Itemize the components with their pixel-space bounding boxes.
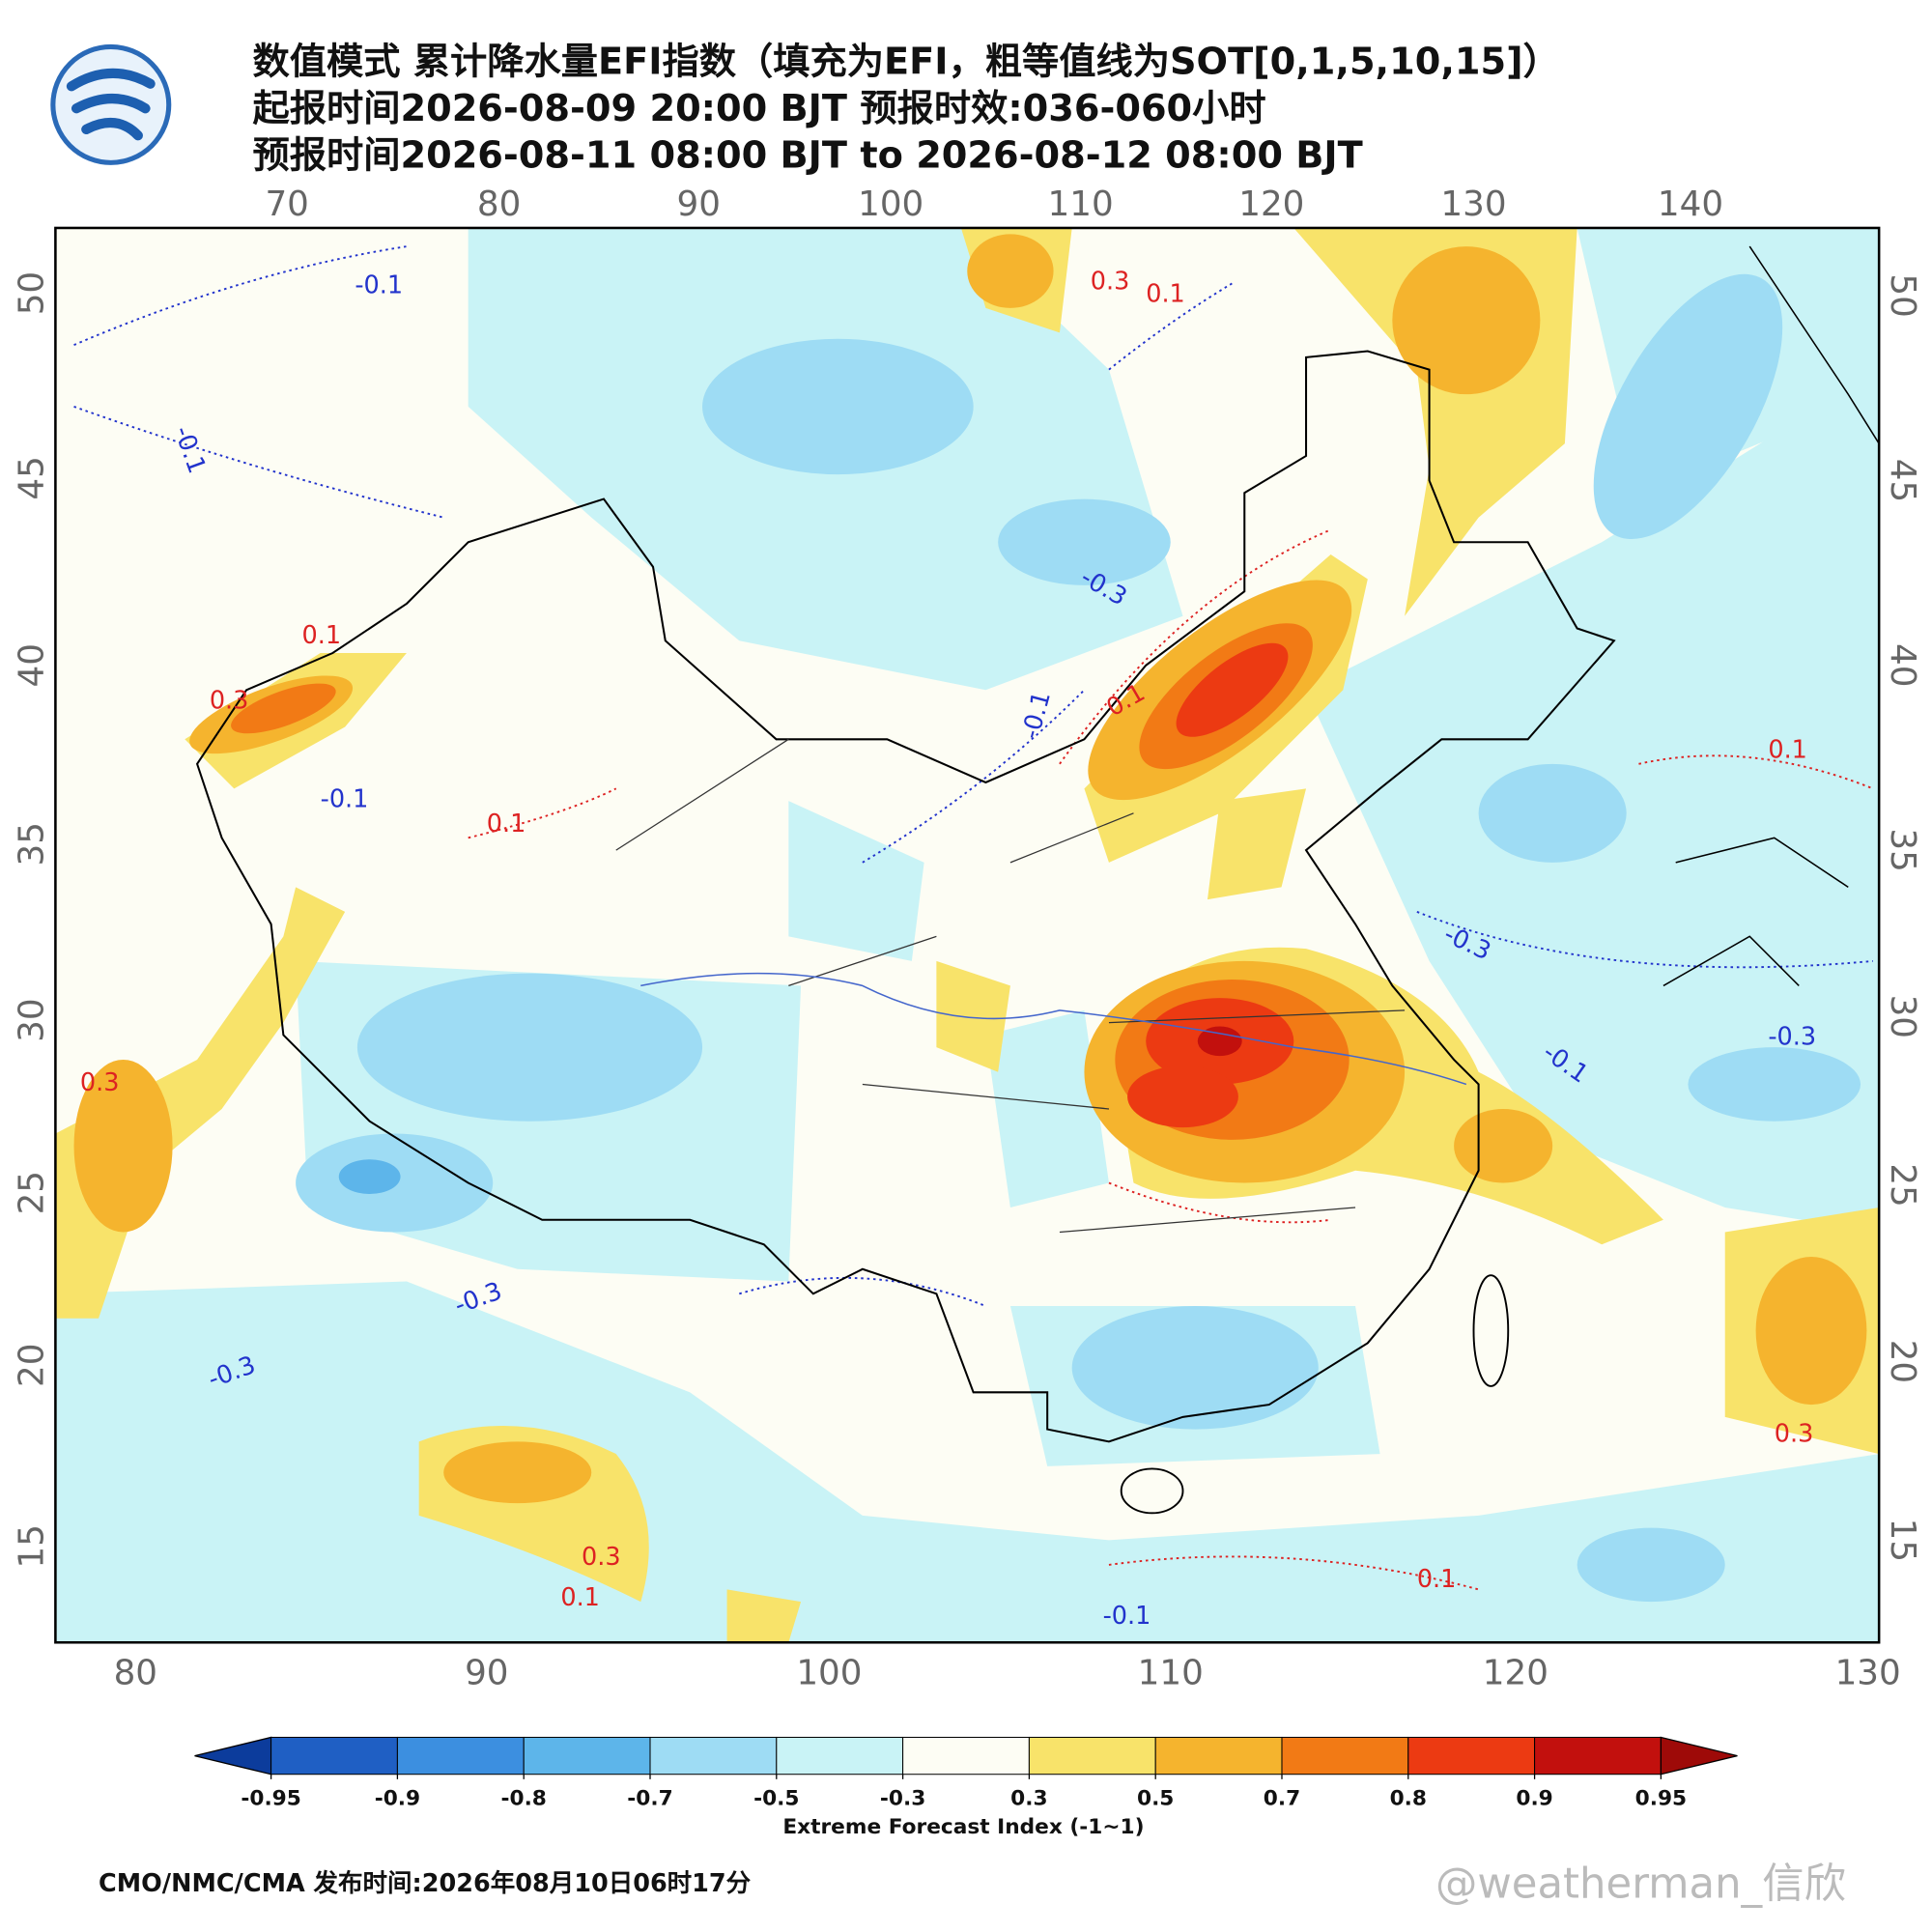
contour-label: 0.3: [210, 686, 249, 715]
colorbar-box: [1534, 1736, 1662, 1776]
lat-tick-label: 50: [1883, 273, 1922, 317]
colorbar-box: [1407, 1736, 1536, 1776]
title-line: 预报时间2026-08-11 08:00 BJT to 2026-08-12 0…: [252, 133, 1362, 177]
title-line: 起报时间2026-08-09 20:00 BJT 预报时效:036-060小时: [252, 87, 1265, 130]
contour-label: 0.3: [1091, 268, 1130, 297]
contour-label: 0.1: [1768, 735, 1807, 764]
lon-tick-label: 80: [477, 185, 521, 224]
lon-tick-label: 80: [114, 1654, 157, 1693]
contour-label: 0.3: [80, 1068, 120, 1097]
lat-tick-label: 25: [13, 1171, 52, 1214]
contour-label: -0.1: [355, 271, 403, 300]
contour-label: 0.1: [302, 621, 342, 650]
lon-tick-label: 70: [265, 185, 308, 224]
colorbar-label: -0.7: [627, 1787, 672, 1811]
colorbar-label: -0.5: [753, 1787, 799, 1811]
logo: [50, 43, 172, 165]
map-field: [55, 227, 1880, 1643]
colorbar-label: 0.5: [1137, 1787, 1174, 1811]
lat-tick-label: 40: [13, 643, 52, 687]
lon-tick-label: 90: [676, 185, 720, 224]
lat-tick-label: 20: [1883, 1340, 1922, 1383]
lon-tick-label: 140: [1658, 185, 1723, 224]
colorbar-arrow: [194, 1736, 272, 1776]
lon-tick-label: 120: [1483, 1654, 1548, 1693]
colorbar-label: 0.95: [1635, 1787, 1687, 1811]
contour-label: 0.3: [1775, 1419, 1814, 1448]
title-line: 数值模式 累计降水量EFI指数（填充为EFI，粗等值线为SOT[0,1,5,10…: [252, 41, 1559, 84]
colorbar-box: [396, 1736, 525, 1776]
contour-label: 0.1: [560, 1583, 600, 1612]
colorbar-box: [902, 1736, 1030, 1776]
lat-tick-label: 35: [13, 822, 52, 866]
colorbar-label: -0.3: [880, 1787, 925, 1811]
lat-tick-label: 20: [13, 1344, 52, 1387]
lon-tick-label: 120: [1238, 185, 1304, 224]
contour-label: -0.1: [1103, 1602, 1151, 1631]
colorbar-label: -0.8: [501, 1787, 547, 1811]
lon-tick-label: 100: [858, 185, 923, 224]
lat-tick-label: 15: [13, 1524, 52, 1568]
colorbar: -0.95 -0.9 -0.8 -0.7 -0.5 -0.3 0.3 0.5 0.7 0.8 0.9…: [194, 1736, 1738, 1811]
lat-tick-label: 50: [13, 271, 52, 315]
lon-tick-label: 110: [1138, 1654, 1204, 1693]
colorbar-label: 0.7: [1264, 1787, 1300, 1811]
colorbar-box: [1028, 1736, 1156, 1776]
colorbar-arrow: [1660, 1736, 1738, 1776]
contour-label: 0.1: [487, 810, 526, 838]
map-frame: [54, 226, 1881, 1644]
lat-tick-label: 35: [1883, 828, 1922, 871]
title-block: 数值模式 累计降水量EFI指数（填充为EFI，粗等值线为SOT[0,1,5,10…: [252, 41, 1559, 178]
colorbar-box: [649, 1736, 778, 1776]
colorbar-label: 0.3: [1010, 1787, 1047, 1811]
colorbar-box: [523, 1736, 651, 1776]
contour-label: -0.1: [321, 784, 369, 813]
lat-tick-label: 25: [1883, 1163, 1922, 1207]
colorbar-title: Extreme Forecast Index (-1~1): [782, 1815, 1144, 1839]
contour-label: 0.1: [1146, 279, 1185, 308]
lat-tick-label: 30: [13, 998, 52, 1041]
lon-tick-label: 110: [1048, 185, 1114, 224]
contour-label: -0.3: [1768, 1023, 1816, 1052]
lon-tick-label: 130: [1440, 185, 1506, 224]
footer-credit: CMO/NMC/CMA 发布时间:2026年08月10日06时17分: [99, 1869, 752, 1898]
lat-tick-label: 45: [13, 456, 52, 499]
colorbar-box: [1154, 1736, 1283, 1776]
colorbar-box: [776, 1736, 904, 1776]
colorbar-label: 0.9: [1516, 1787, 1552, 1811]
lat-tick-label: 45: [1883, 459, 1922, 502]
watermark: @weatherman_信欣: [1435, 1860, 1846, 1908]
colorbar-box: [1281, 1736, 1409, 1776]
colorbar-label: -0.9: [375, 1787, 420, 1811]
lon-tick-label: 90: [465, 1654, 508, 1693]
lon-tick-label: 100: [796, 1654, 862, 1693]
contour-label: 0.3: [582, 1543, 621, 1572]
lat-tick-label: 30: [1883, 995, 1922, 1038]
colorbar-box: [270, 1736, 398, 1776]
contour-label: 0.1: [1417, 1565, 1457, 1594]
lon-tick-label: 130: [1835, 1654, 1901, 1693]
axis-labels: 70 80 90 100 110 120 130 140 80 90 100 110 120 130 50 4…: [13, 185, 1922, 1692]
lat-tick-label: 15: [1883, 1519, 1922, 1562]
lat-tick-label: 40: [1883, 643, 1922, 687]
colorbar-label: -0.95: [241, 1787, 300, 1811]
colorbar-label: 0.8: [1390, 1787, 1427, 1811]
